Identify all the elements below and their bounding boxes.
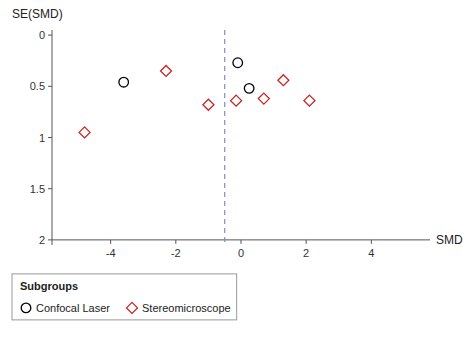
point (231, 95, 242, 106)
x-tick-label: -4 (106, 247, 116, 259)
chart: 0 0.5 1 1.5 2 -4 -2 0 2 4 SE(SMD) SMD Subgroups Confo… (0, 0, 474, 337)
x-tick (306, 240, 307, 244)
x-tick (110, 240, 111, 244)
y-tick-label: 2 (39, 234, 45, 246)
y-tick-label: 1.5 (30, 183, 45, 195)
point (161, 65, 172, 76)
legend: Subgroups Confocal Laser Stereomicroscope (12, 274, 237, 320)
x-tick (175, 240, 176, 244)
y-tick (48, 188, 52, 189)
point (233, 58, 243, 68)
reference-line (224, 30, 225, 245)
y-tick (48, 239, 52, 240)
x-tick-label: 0 (238, 247, 244, 259)
plot-area (79, 30, 315, 245)
legend-marker (21, 303, 31, 313)
legend-entry: Stereomicroscope (142, 302, 231, 314)
x-tick-label: 2 (303, 247, 309, 259)
point (119, 77, 129, 87)
x-axis-label: SMD (436, 233, 463, 247)
x-tick-label: -2 (171, 247, 181, 259)
y-axis-label: SE(SMD) (12, 7, 63, 21)
point (258, 93, 269, 104)
y-tick (48, 86, 52, 87)
x-tick-label: 4 (368, 247, 374, 259)
x-tick (241, 240, 242, 244)
legend-entry: Confocal Laser (36, 302, 110, 314)
legend-title: Subgroups (20, 280, 78, 292)
point (79, 127, 90, 138)
y-tick-label: 0.5 (30, 80, 45, 92)
y-tick (48, 137, 52, 138)
legend-frame (12, 274, 237, 320)
point (278, 75, 289, 86)
point (203, 99, 214, 110)
point (244, 84, 254, 94)
y-tick-label: 0 (39, 29, 45, 41)
y-tick-label: 1 (39, 132, 45, 144)
x-tick (371, 240, 372, 244)
point (304, 95, 315, 106)
y-tick (48, 35, 52, 36)
legend-marker (127, 302, 138, 313)
